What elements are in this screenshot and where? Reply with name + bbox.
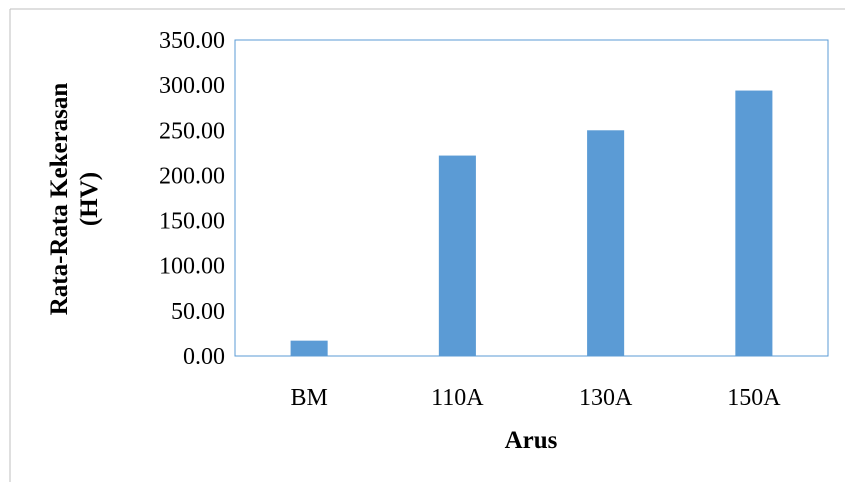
y-tick-label: 200.00 — [159, 163, 225, 189]
x-axis-ticks: BM 110A 130A 150A — [290, 385, 781, 411]
x-tick-label: BM — [290, 385, 327, 411]
plot-area-frame — [234, 39, 829, 357]
x-tick-label: 130A — [579, 385, 633, 411]
y-tick-label: 0.00 — [183, 344, 225, 370]
y-tick-label: 50.00 — [171, 299, 225, 325]
y-axis-title: Rata-Rata Kekerasan (HV) — [46, 83, 103, 316]
bar-150a — [735, 90, 773, 356]
x-tick-label: 150A — [727, 385, 781, 411]
bar-130a — [587, 130, 625, 356]
y-tick-label: 100.00 — [159, 254, 225, 280]
y-tick-label: 350.00 — [159, 28, 225, 54]
bar-bm — [290, 340, 328, 356]
bar-110a — [438, 155, 476, 356]
y-tick-label: 300.00 — [159, 73, 225, 99]
y-tick-label: 150.00 — [159, 209, 225, 235]
y-tick-label: 250.00 — [159, 118, 225, 144]
x-tick-label: 110A — [431, 385, 484, 411]
y-axis-title-line-2: (HV) — [76, 172, 103, 226]
x-axis-title: Arus — [505, 427, 558, 454]
y-axis-ticks: 0.00 50.00 100.00 150.00 200.00 250.00 300.00 3… — [159, 28, 225, 370]
bar-series — [290, 90, 773, 356]
y-axis-title-line-1: Rata-Rata Kekerasan — [46, 83, 73, 316]
